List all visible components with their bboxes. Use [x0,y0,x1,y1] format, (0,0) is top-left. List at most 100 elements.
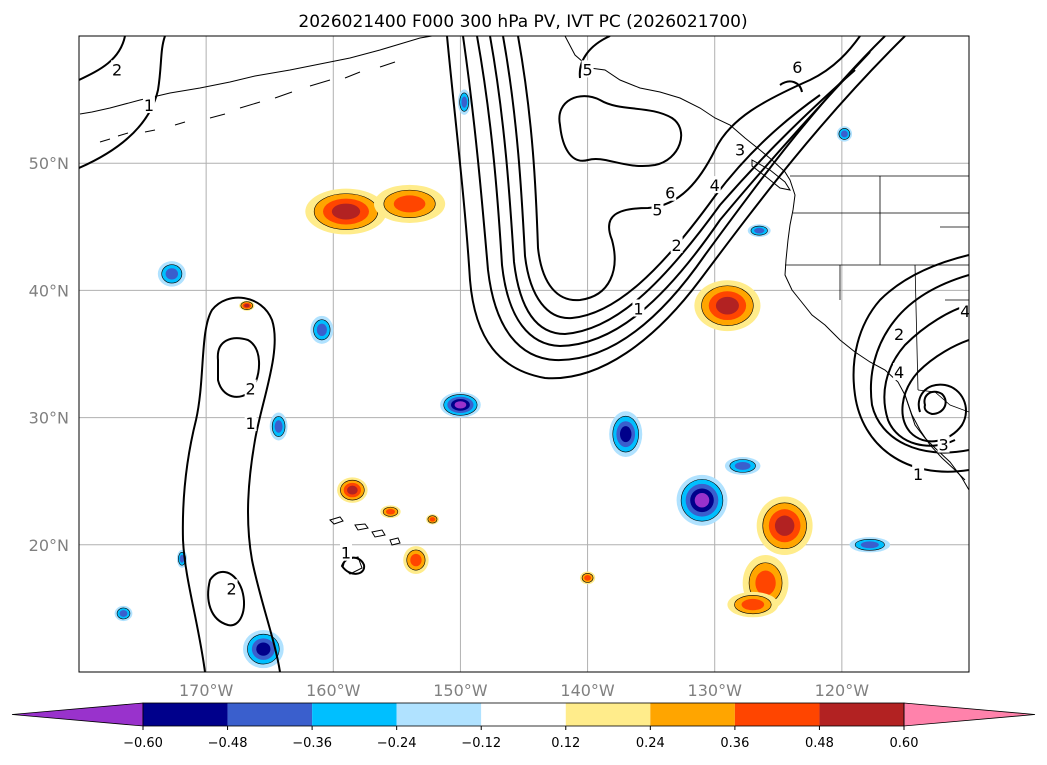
contour-4-trough [489,36,856,336]
lat-tick-label: 50°N [29,154,69,173]
contour-label-bg [244,379,257,397]
pc-shade-level-3 [256,642,271,656]
bc-coastline [564,36,796,211]
contour-6-trough [517,36,861,302]
negative-pc-region [724,457,761,475]
contour-label-bg [734,140,747,158]
contour-label-bg [791,57,804,75]
negative-pc-region [836,126,853,142]
contour-3-southeast [883,304,969,447]
contour-2-southeast [869,274,969,454]
pc-shade-level-2 [741,598,765,611]
negative-pc-region [747,224,771,237]
positive-pc-region [727,591,779,618]
colorbar-tick-label: 0.36 [720,736,749,751]
contour-label-bg [244,413,257,431]
negative-pc-region [457,89,471,115]
pc-shade-level-2 [584,575,591,581]
colorbar-segment [650,703,735,726]
contour-1-northwest [79,36,166,169]
contour-2-trough [462,36,886,362]
contour-label-bg [912,464,925,482]
lon-tick-label: 140°W [560,681,615,700]
colorbar-segment [312,703,397,726]
contour-5-trough [502,36,821,320]
colorbar-frame [142,702,905,727]
negative-pc-region [243,630,284,669]
contour-label-bg [670,235,683,253]
pv-ivt-pc-shading [114,89,891,669]
colorbar: −0.60 −0.48 −0.36 −0.24 −0.12 0.12 0.24 0.36 0.4… [11,702,1036,751]
pc-shade-level-2 [461,96,468,108]
contour-1-trough [446,36,906,380]
lon-tick-label: 130°W [688,681,743,700]
contour-label: 4 [894,363,904,382]
contour-label-bg [937,435,950,453]
pc-shade-level-2 [754,227,765,234]
colorbar-tick-label: 0.48 [805,736,834,751]
negative-pc-region [676,474,728,526]
contour-label-bg [340,543,352,561]
pc-shade-level-2 [274,420,283,433]
pc-shade-level-3 [619,426,632,443]
gridlines [79,36,969,672]
contour-2-south [207,570,246,627]
us-west-coastline [784,209,969,491]
colorbar-tick-label: −0.36 [292,736,332,751]
pc-shade-level-2 [179,554,185,563]
contour-6-north [779,80,803,93]
contour-label-bg [708,176,721,194]
lon-tick-label: 160°W [306,681,361,700]
negative-pc-region [440,392,481,418]
contour-label: 2 [246,380,256,399]
colorbar-tick-label: 0.12 [551,736,580,751]
colorbar-segment [396,703,482,726]
colorbar-tick-label: 0.24 [636,736,665,751]
contour-label-bg [111,60,124,78]
positive-pc-region [426,514,439,525]
pc-shade-level-4 [454,401,467,409]
contour-label-bg [893,324,906,342]
aleutian-islands [99,61,396,143]
contour-2-northwest [79,36,126,81]
colorbar-tick-label: −0.48 [208,736,248,751]
colorbar-tick-label: 0.60 [890,736,919,751]
pc-shade-level-3 [715,296,739,315]
contour-4-southeast [901,339,969,443]
contour-label: 1 [246,414,256,433]
axis-tick-labels: 170°W 160°W 150°W 140°W 130°W 120°W 20°N 30°N 40… [29,154,870,700]
contour-label: 3 [938,436,948,455]
map-title: 2026021400 F000 300 hPa PV, IVT PC (2026… [298,12,747,32]
lat-tick-label: 40°N [29,281,69,300]
positive-pc-region [380,505,401,519]
contour-label: 4 [960,302,970,321]
contour-label-bg [651,200,664,218]
contour-label: 1 [144,96,154,115]
political-borders [785,175,969,413]
coastlines [79,36,969,575]
positive-pc-region [305,188,387,235]
contour-6-inner [558,95,683,167]
contour-label: 1 [633,299,643,318]
contour-2-loop [216,337,260,398]
negative-pc-region [157,261,186,287]
colorbar-segment [143,703,228,726]
contour-1-longwave [181,296,281,672]
state-borders [785,176,969,391]
pc-shade-level-2 [841,130,848,138]
lon-tick-label: 170°W [179,681,234,700]
pc-shade-level-2 [165,268,179,280]
contour-label: 2 [112,60,122,79]
pc-shade-level-3 [244,303,250,308]
colorbar-extend-high [903,702,1036,727]
contour-label: 2 [894,325,904,344]
colorbar-tick-label: −0.24 [377,736,417,751]
contour-label-bg [632,299,645,317]
positive-pc-region [239,300,255,311]
pc-shade-level-2 [755,570,776,596]
lon-tick-label: 150°W [433,681,488,700]
lat-tick-label: 20°N [29,536,69,555]
colorbar-extend-low [11,702,144,727]
